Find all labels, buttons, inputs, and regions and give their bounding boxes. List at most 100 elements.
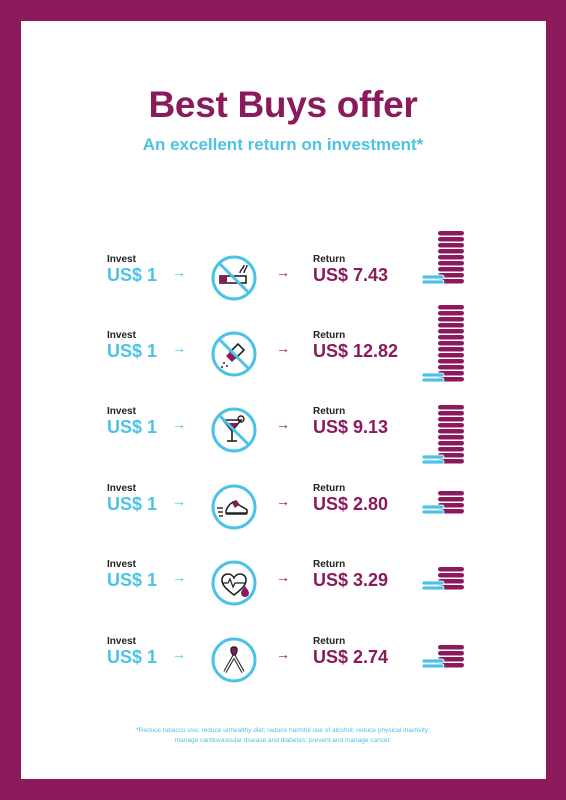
return-amount: US$ 2.80 (313, 494, 389, 514)
coin-stack-3 (421, 405, 464, 465)
arrow-right-icon: → (172, 264, 186, 280)
cyan-coin (421, 274, 445, 280)
arrow-right-icon: → (276, 264, 290, 280)
arrow-right-icon: → (172, 493, 186, 509)
list-item: Invest US$ 1 → → Return US$ 12.82 (0, 330, 566, 390)
purple-coin (438, 585, 464, 590)
arrow-right-icon: → (276, 416, 290, 432)
footnote-line: *Reduce tobacco use; reduce unhealthy di… (136, 727, 430, 734)
purple-coin (438, 347, 464, 352)
purple-coin (438, 359, 464, 364)
no-alcohol-icon (211, 407, 257, 453)
purple-coin (438, 453, 464, 458)
purple-coin (438, 663, 464, 668)
invest-label: Invest (107, 254, 136, 265)
list-item: Invest US$ 1 → → Return US$ 3.29 (0, 559, 566, 619)
coin-stack-2 (421, 305, 464, 383)
purple-coin (438, 305, 464, 310)
purple-coin (438, 411, 464, 416)
return-label: Return (313, 406, 346, 417)
arrow-right-icon: → (276, 340, 290, 356)
return-amount: US$ 7.43 (313, 265, 389, 285)
invest-label: Invest (107, 559, 136, 570)
return-label: Return (313, 559, 346, 570)
purple-coin (438, 261, 464, 266)
page-subtitle: An excellent return on investment* (142, 135, 424, 154)
cyan-coin (421, 663, 445, 669)
purple-coin (438, 429, 464, 434)
purple-coin (438, 273, 464, 278)
purple-coin (438, 657, 464, 662)
no-salt-icon (211, 331, 257, 377)
purple-coin (438, 377, 464, 382)
cancer-ribbon-icon (211, 637, 257, 683)
cyan-coin (421, 580, 445, 586)
invest-amount: US$ 1 (107, 265, 158, 285)
purple-coin (438, 405, 464, 410)
cyan-coin (421, 504, 445, 510)
return-amount: US$ 2.74 (313, 647, 389, 667)
purple-coin (438, 329, 464, 334)
purple-coin (438, 447, 464, 452)
purple-coin (438, 441, 464, 446)
purple-coin (438, 237, 464, 242)
return-amount: US$ 12.82 (313, 341, 399, 361)
running-shoe-icon (211, 484, 257, 530)
purple-coin (438, 573, 464, 578)
page-title: Best Buys offer (148, 84, 418, 125)
invest-amount: US$ 1 (107, 417, 158, 437)
purple-coin (438, 323, 464, 328)
return-amount: US$ 9.13 (313, 417, 389, 437)
heart-blood-drop-icon (211, 560, 257, 606)
cyan-coin (421, 372, 445, 378)
cyan-coin (421, 377, 445, 383)
footnote-line: manage cardiovascular disease and diabet… (174, 737, 392, 744)
return-label: Return (313, 483, 346, 494)
purple-coin (438, 371, 464, 376)
coin-stack-6 (421, 645, 464, 669)
purple-coin (438, 231, 464, 236)
invest-label: Invest (107, 406, 136, 417)
invest-amount: US$ 1 (107, 341, 158, 361)
purple-coin (438, 255, 464, 260)
list-item: Invest US$ 1 → → Return US$ 2.80 (0, 483, 566, 543)
arrow-right-icon: → (172, 646, 186, 662)
return-label: Return (313, 330, 346, 341)
purple-coin (438, 651, 464, 656)
purple-coin (438, 435, 464, 440)
purple-coin (438, 317, 464, 322)
invest-amount: US$ 1 (107, 570, 158, 590)
list-item: Invest US$ 1 → → Return US$ 2.74 (0, 636, 566, 696)
purple-coin (438, 249, 464, 254)
no-smoking-icon (211, 255, 257, 301)
cyan-coin (421, 454, 445, 460)
invest-amount: US$ 1 (107, 494, 158, 514)
purple-coin (438, 509, 464, 514)
arrow-right-icon: → (172, 340, 186, 356)
arrow-right-icon: → (276, 569, 290, 585)
coin-stack-4 (421, 491, 464, 515)
coin-stack-1 (421, 231, 464, 285)
purple-coin (438, 267, 464, 272)
purple-coin (438, 567, 464, 572)
purple-coin (438, 353, 464, 358)
purple-coin (438, 335, 464, 340)
purple-coin (438, 279, 464, 284)
return-label: Return (313, 636, 346, 647)
footnote: *Reduce tobacco use; reduce unhealthy di… (0, 726, 566, 746)
purple-coin (438, 491, 464, 496)
return-amount: US$ 3.29 (313, 570, 389, 590)
purple-coin (438, 497, 464, 502)
return-label: Return (313, 254, 346, 265)
cyan-coin (421, 658, 445, 664)
purple-coin (438, 341, 464, 346)
cyan-coin (421, 459, 445, 465)
purple-coin (438, 579, 464, 584)
purple-coin (438, 243, 464, 248)
purple-coin (438, 503, 464, 508)
cyan-coin (421, 585, 445, 591)
arrow-right-icon: → (276, 493, 290, 509)
invest-label: Invest (107, 330, 136, 341)
arrow-right-icon: → (172, 416, 186, 432)
cyan-coin (421, 509, 445, 515)
